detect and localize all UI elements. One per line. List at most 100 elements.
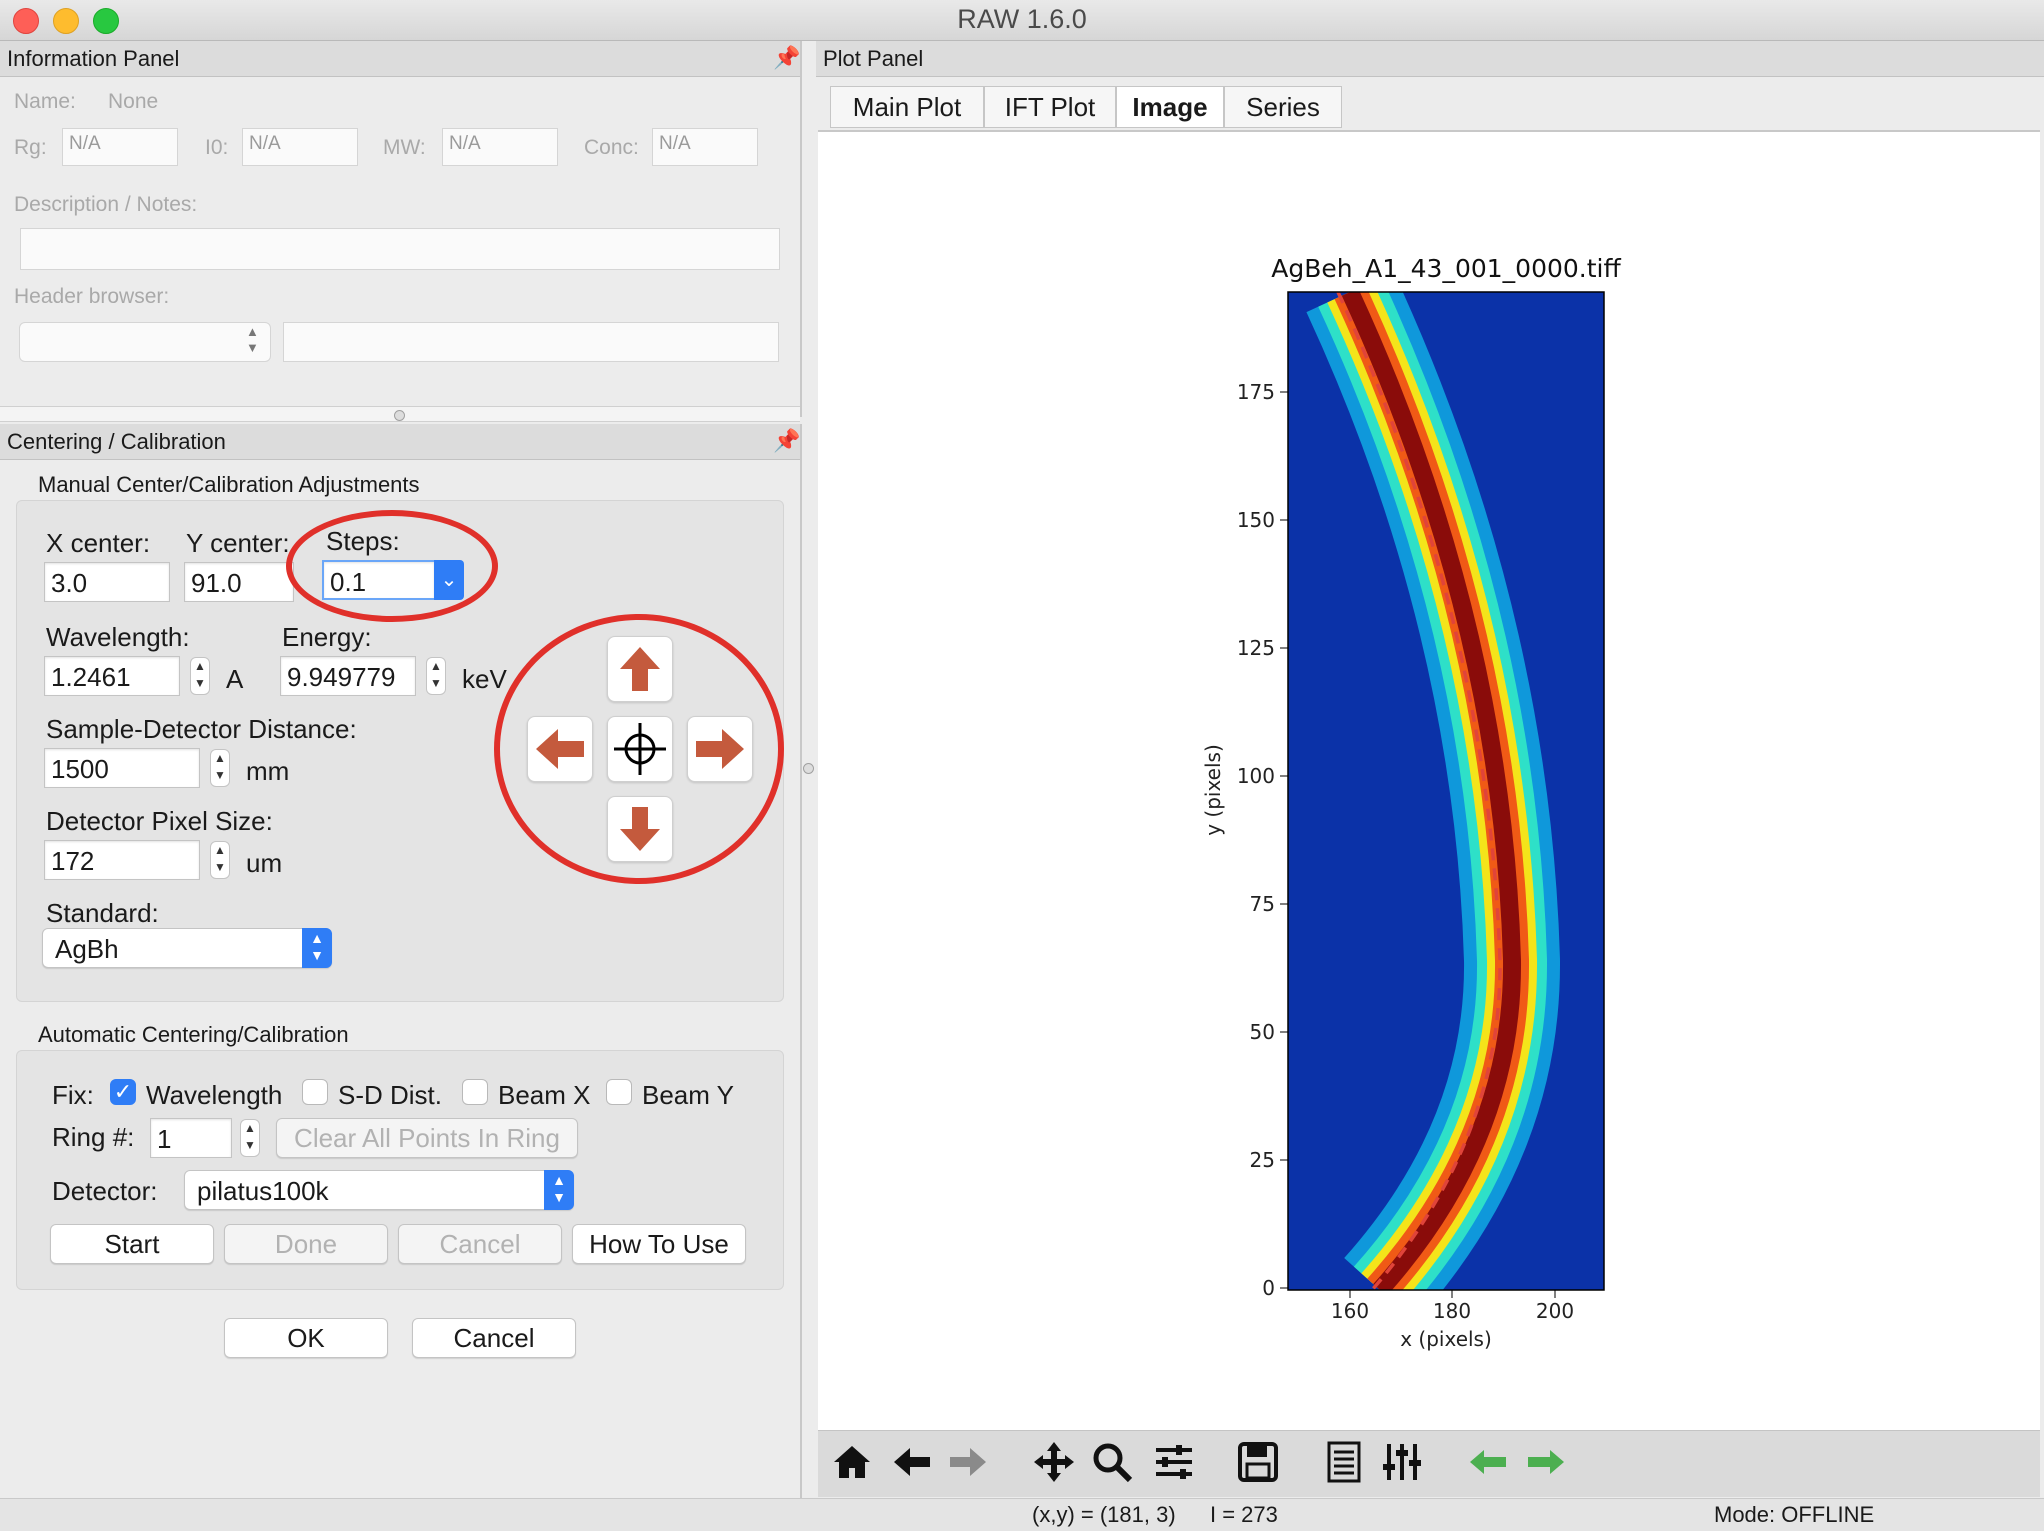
fix-beamx-checkbox[interactable]	[462, 1079, 488, 1105]
cancel-button[interactable]: Cancel	[412, 1318, 576, 1358]
steps-annotation-circle	[286, 510, 498, 622]
information-panel-title: Information Panel	[7, 46, 180, 71]
pin-icon[interactable]: 📌	[773, 428, 801, 453]
x-center-label: X center:	[46, 528, 151, 558]
panel-splitter[interactable]	[0, 406, 800, 422]
wavelength-stepper[interactable]: ▲ ▼	[190, 657, 210, 695]
fix-wavelength-checkbox[interactable]: ✓	[110, 1079, 136, 1105]
previous-image-icon[interactable]	[1466, 1440, 1510, 1484]
name-value: None	[108, 90, 159, 113]
fix-beamy-checkbox[interactable]	[606, 1079, 632, 1105]
vertical-splitter-handle-icon[interactable]	[803, 763, 814, 774]
tab-ift-plot[interactable]: IFT Plot	[984, 86, 1116, 128]
header-browser-value[interactable]	[283, 322, 779, 362]
standard-label: Standard:	[46, 898, 159, 928]
x-axis-label: x (pixels)	[1400, 1327, 1492, 1351]
y-center-input[interactable]: 91.0	[184, 562, 294, 602]
fix-label: Fix:	[52, 1080, 94, 1110]
back-arrow-icon[interactable]	[890, 1440, 934, 1484]
tab-image[interactable]: Image	[1116, 86, 1224, 128]
header-browser-chevron-icon: ▲ ▼	[246, 324, 259, 355]
energy-stepper[interactable]: ▲ ▼	[426, 657, 446, 695]
y-tick-175: 175	[1237, 380, 1275, 404]
chart-title: AgBeh_A1_43_001_0000.tiff	[1271, 254, 1621, 283]
header-browser-label: Header browser:	[14, 285, 170, 308]
next-image-icon[interactable]	[1524, 1440, 1568, 1484]
rg-label: Rg:	[14, 136, 47, 159]
pixel-size-input[interactable]: 172	[44, 840, 200, 880]
name-label: Name:	[14, 90, 76, 113]
wavelength-unit: A	[226, 664, 244, 694]
notes-label: Description / Notes:	[14, 193, 198, 216]
done-button[interactable]: Done	[224, 1224, 388, 1264]
fix-sd-checkbox[interactable]	[302, 1079, 328, 1105]
conc-field[interactable]: N/A	[652, 128, 758, 166]
status-bar	[0, 1498, 2044, 1531]
tab-series[interactable]: Series	[1224, 86, 1342, 128]
y-center-label: Y center:	[186, 528, 290, 558]
close-window-button[interactable]	[13, 8, 39, 34]
y-tick-75: 75	[1250, 892, 1275, 916]
subplot-config-icon[interactable]	[1152, 1440, 1196, 1484]
image-plot[interactable]: AgBeh_A1_43_001_0000.tiff 0 25 50 75 100…	[1150, 240, 1650, 1360]
splitter-handle-icon	[394, 410, 405, 421]
header-browser-select[interactable]	[19, 322, 271, 362]
detector-select[interactable]: pilatus100k	[184, 1170, 574, 1210]
how-to-use-button[interactable]: How To Use	[572, 1224, 746, 1264]
mw-label: MW:	[383, 136, 426, 159]
zoom-window-button[interactable]	[93, 8, 119, 34]
home-icon[interactable]	[830, 1440, 874, 1484]
x-center-input[interactable]: 3.0	[44, 562, 170, 602]
ring-stepper[interactable]: ▲ ▼	[240, 1119, 260, 1157]
zoom-magnifier-icon[interactable]	[1090, 1440, 1134, 1484]
y-tick-25: 25	[1250, 1148, 1275, 1172]
x-axis: 160 180 200	[1331, 1290, 1574, 1323]
rg-field[interactable]: N/A	[62, 128, 178, 166]
ok-button[interactable]: OK	[224, 1318, 388, 1358]
fix-beamx-label: Beam X	[498, 1080, 591, 1110]
wavelength-input[interactable]: 1.2461	[44, 656, 180, 696]
save-icon[interactable]	[1236, 1440, 1280, 1484]
y-tick-125: 125	[1237, 636, 1275, 660]
y-tick-0: 0	[1262, 1276, 1275, 1300]
manual-group-title: Manual Center/Calibration Adjustments	[38, 472, 420, 497]
image-settings-icon[interactable]	[1380, 1440, 1424, 1484]
tab-main-plot[interactable]: Main Plot	[830, 86, 984, 128]
pan-icon[interactable]	[1032, 1440, 1076, 1484]
energy-unit: keV	[462, 664, 507, 694]
energy-input[interactable]: 9.949779	[280, 656, 416, 696]
y-tick-50: 50	[1250, 1020, 1275, 1044]
forward-arrow-icon[interactable]	[946, 1440, 990, 1484]
standard-select-chevron-icon: ▲ ▼	[302, 928, 332, 968]
auto-cancel-button[interactable]: Cancel	[398, 1224, 562, 1264]
ring-fit-dashed-line	[1336, 292, 1502, 1290]
start-button[interactable]: Start	[50, 1224, 214, 1264]
i0-field[interactable]: N/A	[242, 128, 358, 166]
pixel-size-label: Detector Pixel Size:	[46, 806, 273, 836]
standard-select[interactable]: AgBh	[42, 928, 332, 968]
clear-ring-points-button[interactable]: Clear All Points In Ring	[276, 1118, 578, 1158]
y-axis: 0 25 50 75 100 125 150 175	[1237, 380, 1288, 1300]
pixel-size-stepper[interactable]: ▲ ▼	[210, 841, 230, 879]
ring-input[interactable]: 1	[150, 1118, 232, 1158]
plot-toolbar	[818, 1430, 2040, 1497]
file-info-icon[interactable]	[1322, 1440, 1366, 1484]
plot-frame	[1287, 291, 1605, 1291]
pin-icon[interactable]: 📌	[773, 45, 801, 70]
mw-field[interactable]: N/A	[442, 128, 558, 166]
y-axis-label: y (pixels)	[1201, 744, 1225, 836]
auto-group-title: Automatic Centering/Calibration	[38, 1022, 349, 1047]
fix-beamy-label: Beam Y	[642, 1080, 735, 1110]
plot-panel-header: Plot Panel	[816, 41, 2044, 77]
x-tick-160: 160	[1331, 1299, 1369, 1323]
y-tick-150: 150	[1237, 508, 1275, 532]
information-panel-header: Information Panel	[0, 41, 800, 77]
y-tick-100: 100	[1237, 764, 1275, 788]
fix-sd-label: S-D Dist.	[338, 1080, 442, 1110]
wavelength-label: Wavelength:	[46, 622, 190, 652]
sdd-stepper[interactable]: ▲ ▼	[210, 749, 230, 787]
ring-core	[1341, 292, 1522, 1290]
notes-field[interactable]	[20, 228, 780, 270]
minimize-window-button[interactable]	[53, 8, 79, 34]
sdd-input[interactable]: 1500	[44, 748, 200, 788]
